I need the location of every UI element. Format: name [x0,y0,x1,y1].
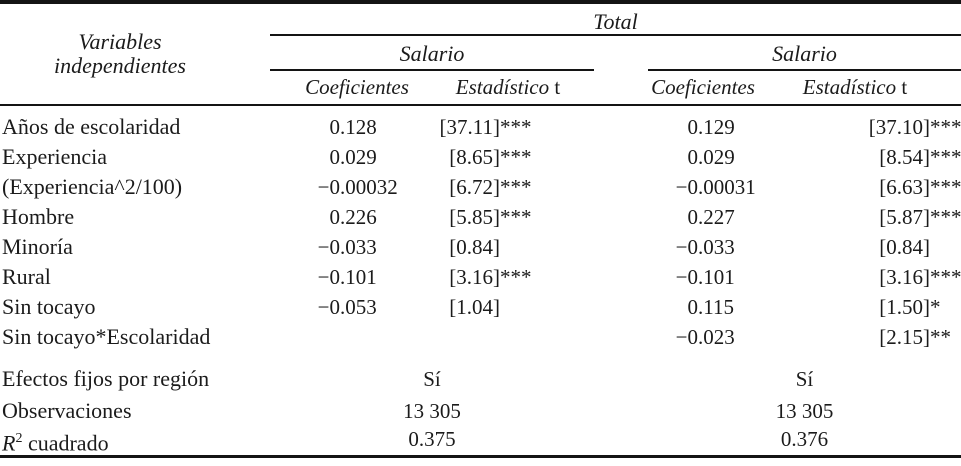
summary-label-r-squared: R2 cuadrado [2,424,274,458]
summary-row: Efectos fijos por región Sí Sí [0,364,961,394]
tstat-header-1-word: Estadístico [455,75,550,99]
r-squared-word: cuadrado [22,430,109,456]
tstat-cell-2: [37.10]*** [868,115,961,139]
tstat-cell-1: [0.84] [449,235,500,259]
summary-row: Observaciones 13 305 13 305 [0,396,961,426]
coef-cell-1: 0.128 [329,115,377,139]
rule-under-salario-1 [270,69,594,71]
r-symbol: R [2,430,16,456]
tstat-header-1-symbol: t [554,75,561,99]
row-label: Sin tocayo [2,294,96,319]
coef-cell-2: 0.129 [687,115,735,139]
stub-header-line1: Variables [78,29,162,54]
stub-header-line2: independientes [54,53,186,78]
coef-cell-2: 0.115 [687,295,734,319]
tstat-cell-2: [8.54]*** [879,145,961,169]
tstat-header-2: Estadístico t [765,73,945,101]
table-rule-bottom [0,455,961,458]
row-label: Experiencia [2,144,108,169]
tstat-cell-1: [37.11]*** [439,115,532,139]
table-row: Experiencia 0.029 [8.65]*** 0.029 [8.54]… [0,142,961,172]
coef-header-1: Coeficientes [305,75,409,99]
tstat-cell-1: [1.04] [449,295,500,319]
tstat-cell-1: [6.72]*** [449,175,532,199]
summary-value-2: 13 305 [775,399,834,423]
table-rule-top [0,0,961,4]
tstat-header-2-word: Estadístico [802,75,897,99]
coef-cell-2: −0.033 [675,235,735,259]
summary-value-2: Sí [795,367,814,391]
rule-under-total [270,34,961,36]
summary-label: Observaciones [2,398,132,423]
tstat-header-2-symbol: t [901,75,908,99]
r-squared-exponent: 2 [15,431,23,446]
coef-header-2: Coeficientes [651,75,755,99]
tstat-cell-2: [2.15]** [879,325,951,349]
summary-label: Efectos fijos por región [2,366,210,391]
tstat-cell-2: [3.16]*** [879,265,961,289]
tstat-cell-1: [8.65]*** [449,145,532,169]
stub-header: Variables independientes [0,30,240,78]
tstat-header-1: Estadístico t [420,73,596,101]
tstat-cell-2: [5.87]*** [879,205,961,229]
summary-value-1: 0.375 [408,427,456,451]
row-label: Rural [2,264,51,289]
table-row: Sin tocayo −0.053 [1.04] 0.115 [1.50]* [0,292,961,322]
row-label: Hombre [2,204,75,229]
coef-cell-2: −0.023 [675,325,735,349]
tstat-cell-1: [3.16]*** [449,265,532,289]
table-row: Minoría −0.033 [0.84] −0.033 [0.84] [0,232,961,262]
table-row: Hombre 0.226 [5.85]*** 0.227 [5.87]*** [0,202,961,232]
coef-cell-1: −0.00032 [317,175,398,199]
coef-cell-1: 0.226 [329,205,377,229]
salario-group-2-header: Salario [772,41,837,66]
coef-cell-1: −0.101 [317,265,377,289]
row-label: (Experiencia^2/100) [2,174,183,199]
row-label: Años de escolaridad [2,114,181,139]
row-label: Minoría [2,234,73,259]
tstat-cell-2: [0.84] [879,235,930,259]
coef-cell-1: −0.033 [317,235,377,259]
coef-cell-1: 0.029 [329,145,377,169]
tstat-cell-1: [5.85]*** [449,205,532,229]
table-row: Rural −0.101 [3.16]*** −0.101 [3.16]*** [0,262,961,292]
coef-cell-2: −0.101 [675,265,735,289]
tstat-cell-2: [6.63]*** [879,175,961,199]
tstat-cell-2: [1.50]* [879,295,941,319]
coef-cell-2: −0.00031 [675,175,756,199]
salario-group-1-header: Salario [399,41,465,66]
table-row: (Experiencia^2/100) −0.00032 [6.72]*** −… [0,172,961,202]
coef-cell-2: 0.227 [687,205,735,229]
rule-header-bottom [0,104,961,106]
coef-cell-1: −0.053 [317,295,377,319]
coef-cell-2: 0.029 [687,145,735,169]
summary-value-2: 0.376 [780,427,829,451]
rule-under-salario-2 [648,69,961,71]
summary-value-1: 13 305 [403,399,461,423]
total-span-header: Total [593,9,638,34]
summary-value-1: Sí [423,367,441,391]
table-row: Sin tocayo*Escolaridad −0.023 [2.15]** [0,322,961,352]
table-row: Años de escolaridad 0.128 [37.11]*** 0.1… [0,112,961,142]
row-label: Sin tocayo*Escolaridad [2,324,211,349]
summary-row: R2 cuadrado 0.375 0.376 [0,424,961,455]
